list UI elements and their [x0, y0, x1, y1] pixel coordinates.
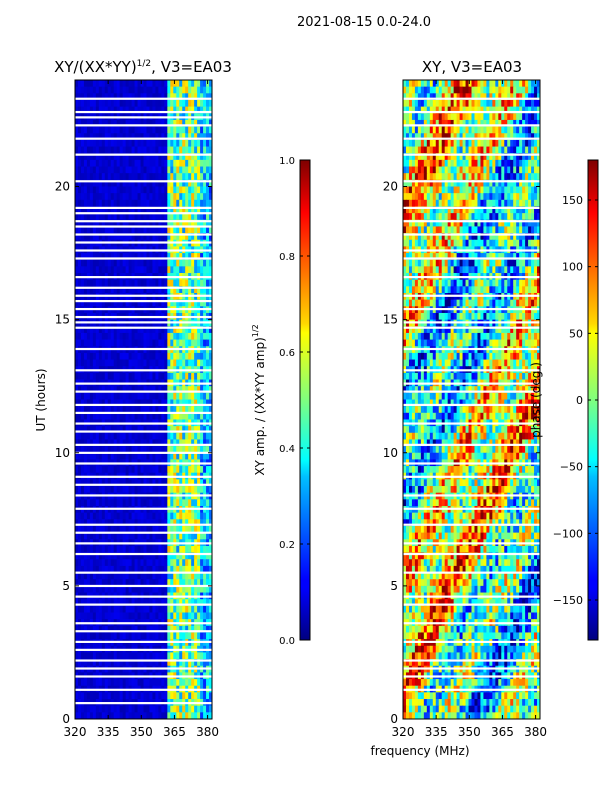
flagged-row — [75, 207, 212, 209]
flagged-row — [75, 327, 212, 329]
colorbar-tick-label: 0.0 — [279, 636, 295, 647]
colorbar-tick-label: 0.8 — [279, 252, 295, 263]
flagged-row — [75, 452, 212, 454]
amplitude-colorbar-label: XY amp. / (XX*YY amp)1/2 — [251, 324, 267, 475]
flagged-row — [75, 476, 212, 478]
flagged-row — [75, 430, 212, 432]
flagged-row — [75, 241, 212, 243]
flagged-row — [75, 138, 212, 140]
flagged-row — [75, 369, 212, 371]
flagged-row — [75, 641, 212, 643]
y-tick-label: 15 — [55, 313, 70, 327]
flagged-row — [75, 689, 212, 691]
flagged-row — [75, 508, 212, 510]
flagged-row — [75, 276, 212, 278]
flagged-row — [75, 383, 212, 385]
flagged-row — [75, 422, 212, 424]
flagged-row — [75, 391, 212, 393]
flagged-row — [75, 667, 212, 669]
flagged-row — [75, 154, 212, 156]
figure-suptitle: 2021-08-15 0.0-24.0 — [297, 15, 431, 30]
amplitude-y-axis-label: UT (hours) — [34, 368, 48, 431]
flagged-row — [75, 659, 212, 661]
phase-heatmap — [403, 80, 541, 720]
flagged-row — [75, 300, 212, 302]
flagged-row — [75, 542, 212, 544]
flagged-row — [75, 98, 212, 100]
flagged-row — [75, 233, 212, 235]
x-tick-label: 380 — [196, 725, 219, 739]
flagged-row — [75, 622, 212, 624]
flagged-row — [75, 287, 212, 289]
colorbar-tick-label: 0.2 — [279, 540, 295, 551]
flagged-row — [75, 532, 212, 534]
flagged-row — [75, 604, 212, 606]
flagged-row — [75, 412, 212, 414]
y-tick-label: 0 — [62, 712, 70, 726]
phase-panel-title: XY, V3=EA03 — [422, 58, 522, 76]
flagged-row — [75, 444, 212, 446]
amplitude-heatmap — [75, 80, 213, 720]
flagged-row — [75, 484, 212, 486]
x-tick-label: 320 — [64, 725, 87, 739]
flagged-row — [75, 348, 212, 350]
colorbar-tick-label: 1.0 — [279, 156, 295, 167]
flagged-row — [75, 404, 212, 406]
flagged-row — [75, 295, 212, 297]
flagged-row — [75, 524, 212, 526]
flagged-row — [75, 462, 212, 464]
x-tick-label: 365 — [163, 725, 186, 739]
flagged-row — [75, 316, 212, 318]
flagged-row — [75, 596, 212, 598]
colorbar-tick-label: 0.4 — [279, 444, 295, 455]
y-tick-label: 10 — [55, 446, 70, 460]
amplitude-colorbar-gradient — [300, 160, 310, 640]
flagged-row — [75, 257, 212, 259]
flagged-row — [75, 494, 212, 496]
flagged-row — [75, 212, 212, 214]
flagged-row — [75, 649, 212, 651]
flagged-row — [75, 308, 212, 310]
amplitude-panel: XY/(XX*YY)1/2, V3=EA03 320 335 350 365 380 0 5… — [34, 58, 232, 739]
y-tick-label: 5 — [62, 579, 70, 593]
amplitude-colorbar: 0.0 0.2 0.4 0.6 0.8 1.0 XY amp. / (XX*YY amp)… — [251, 156, 310, 647]
flagged-row — [75, 702, 212, 704]
y-tick-label: 20 — [55, 180, 70, 194]
flagged-row — [75, 111, 212, 113]
flagged-row — [75, 675, 212, 677]
x-tick-label: 350 — [130, 725, 153, 739]
flagged-row — [75, 225, 212, 227]
colorbar-tick-label: 0.6 — [279, 348, 295, 359]
flagged-row — [75, 321, 212, 323]
flagged-row — [75, 116, 212, 118]
flagged-row — [75, 585, 212, 587]
x-tick-label: 335 — [97, 725, 120, 739]
flagged-row — [75, 249, 212, 251]
flagged-row — [75, 220, 212, 222]
flagged-row — [75, 124, 212, 126]
flagged-row — [75, 180, 212, 182]
flagged-row — [75, 553, 212, 555]
flagged-row — [75, 630, 212, 632]
amplitude-panel-title: XY/(XX*YY)1/2, V3=EA03 — [54, 58, 232, 76]
flagged-row — [75, 572, 212, 574]
